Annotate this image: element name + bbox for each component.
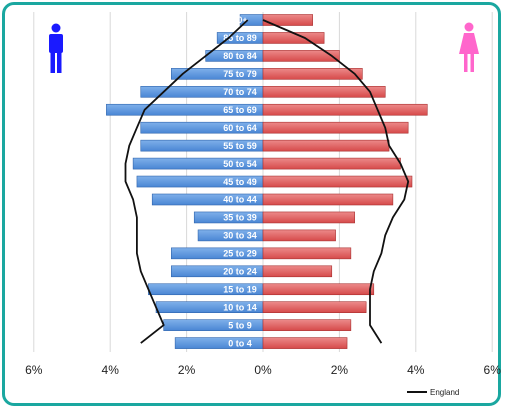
age-group-label: 5 to 9 bbox=[228, 320, 252, 330]
age-group-label: 15 to 19 bbox=[223, 284, 257, 294]
bar-right bbox=[262, 229, 336, 242]
age-group-label: 80 to 84 bbox=[223, 51, 257, 61]
bar-right bbox=[262, 247, 352, 260]
bar-right bbox=[262, 121, 409, 134]
x-tick-label: 6% bbox=[25, 363, 43, 377]
bar-right bbox=[262, 301, 367, 314]
bar-right bbox=[262, 193, 394, 206]
england-line-right bbox=[262, 19, 410, 344]
x-tick-label: 2% bbox=[178, 363, 196, 377]
legend: England bbox=[407, 388, 459, 397]
england-line-left bbox=[124, 19, 249, 344]
age-group-label: 0 to 4 bbox=[228, 338, 252, 348]
bar-right bbox=[262, 265, 333, 278]
legend-label: England bbox=[430, 388, 459, 397]
x-axis-ticks: 6% 4% 2% 0% 2% 4% 6% bbox=[25, 363, 501, 377]
x-tick-label: 4% bbox=[102, 363, 120, 377]
age-group-label: 50 to 54 bbox=[223, 159, 257, 169]
x-tick-label: 6% bbox=[484, 363, 502, 377]
bar-right bbox=[262, 50, 340, 62]
age-group-label: 90+ bbox=[232, 15, 247, 25]
x-tick-label: 4% bbox=[407, 363, 425, 377]
bar-right bbox=[262, 211, 355, 224]
age-group-label: 20 to 24 bbox=[223, 267, 257, 277]
age-labels: 90+ 85 to 89 80 to 84 75 to 79 70 to 74 65 to… bbox=[223, 15, 257, 348]
bar-right bbox=[262, 175, 413, 188]
bar-right bbox=[262, 283, 375, 296]
age-group-label: 10 to 14 bbox=[223, 302, 257, 312]
bar-right bbox=[262, 32, 325, 44]
bar-right bbox=[262, 157, 401, 170]
age-group-label: 75 to 79 bbox=[223, 69, 257, 79]
age-group-label: 70 to 74 bbox=[223, 87, 257, 97]
bar-right bbox=[262, 103, 428, 116]
male-figure-icon bbox=[49, 23, 63, 73]
female-figure-icon bbox=[459, 22, 479, 72]
bar-right bbox=[262, 337, 348, 349]
age-group-label: 40 to 44 bbox=[223, 195, 257, 205]
age-group-label: 55 to 59 bbox=[223, 141, 257, 151]
age-group-label: 65 to 69 bbox=[223, 105, 257, 115]
bar-right bbox=[262, 68, 363, 80]
age-group-label: 30 to 34 bbox=[223, 231, 257, 241]
age-group-label: 25 to 29 bbox=[223, 249, 257, 259]
age-group-label: 85 to 89 bbox=[223, 33, 257, 43]
bar-right bbox=[262, 86, 386, 98]
age-group-label: 60 to 64 bbox=[223, 123, 257, 133]
x-tick-label: 0% bbox=[254, 363, 272, 377]
england-reference-line bbox=[124, 19, 410, 344]
x-tick-label: 2% bbox=[331, 363, 349, 377]
bar-right bbox=[262, 319, 352, 331]
age-group-label: 35 to 39 bbox=[223, 213, 257, 223]
bars bbox=[106, 14, 428, 349]
bar-right bbox=[262, 139, 390, 152]
age-group-label: 45 to 49 bbox=[223, 177, 257, 187]
